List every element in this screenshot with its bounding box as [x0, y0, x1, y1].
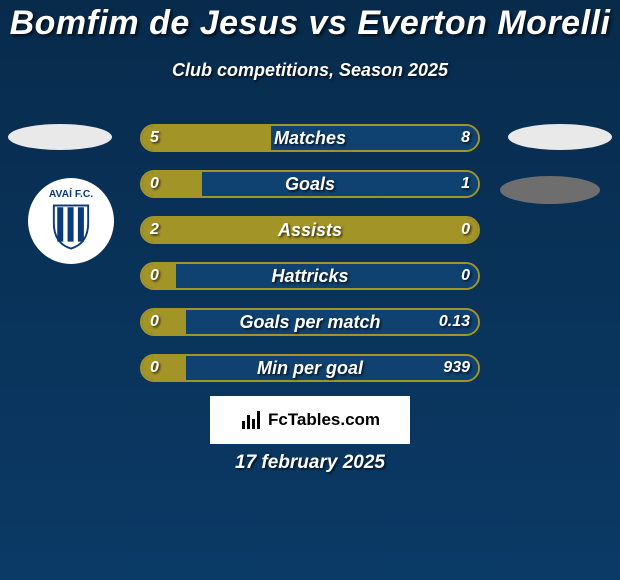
bar-value-right: 1 — [461, 170, 470, 198]
stat-row: Matches58 — [140, 124, 480, 152]
bar-track — [140, 124, 480, 152]
crest-svg: AVAÍ F.C. — [28, 178, 114, 264]
footer-logo: FcTables.com — [210, 396, 410, 444]
svg-text:AVAÍ F.C.: AVAÍ F.C. — [49, 187, 93, 200]
bar-value-left: 5 — [150, 124, 159, 152]
bar-right-segment — [186, 356, 478, 380]
bar-chart-icon — [240, 409, 262, 431]
bar-track — [140, 170, 480, 198]
bar-left-segment — [142, 218, 478, 242]
page-subtitle: Club competitions, Season 2025 — [0, 60, 620, 81]
page-title: Bomfim de Jesus vs Everton Morelli — [0, 4, 620, 43]
bar-value-left: 0 — [150, 308, 159, 336]
bar-left-segment — [142, 310, 186, 334]
stat-row: Goals per match00.13 — [140, 308, 480, 336]
stat-row: Min per goal0939 — [140, 354, 480, 382]
comparison-canvas: Bomfim de Jesus vs Everton Morelli Club … — [0, 0, 620, 580]
stat-row: Hattricks00 — [140, 262, 480, 290]
bar-right-segment — [186, 310, 478, 334]
stat-row: Goals01 — [140, 170, 480, 198]
bar-right-segment — [176, 264, 478, 288]
right-badge-ellipse-2 — [500, 176, 600, 204]
bar-value-left: 2 — [150, 216, 159, 244]
bar-value-right: 0 — [461, 216, 470, 244]
left-club-crest: AVAÍ F.C. — [28, 178, 114, 264]
comparison-bars: Matches58Goals01Assists20Hattricks00Goal… — [140, 124, 480, 400]
bar-right-segment — [271, 126, 478, 150]
bar-track — [140, 216, 480, 244]
bar-value-right: 939 — [443, 354, 470, 382]
bar-right-segment — [202, 172, 478, 196]
stat-row: Assists20 — [140, 216, 480, 244]
bar-left-segment — [142, 356, 186, 380]
right-badge-ellipse — [508, 124, 612, 150]
bar-value-right: 8 — [461, 124, 470, 152]
bar-track — [140, 354, 480, 382]
left-badge-ellipse — [8, 124, 112, 150]
bar-value-left: 0 — [150, 170, 159, 198]
date-label: 17 february 2025 — [0, 452, 620, 474]
footer-text: FcTables.com — [268, 410, 380, 430]
bar-track — [140, 308, 480, 336]
bar-value-left: 0 — [150, 354, 159, 382]
bar-value-right: 0 — [461, 262, 470, 290]
bar-value-left: 0 — [150, 262, 159, 290]
bar-value-right: 0.13 — [439, 308, 470, 336]
bar-track — [140, 262, 480, 290]
bar-left-segment — [142, 126, 271, 150]
